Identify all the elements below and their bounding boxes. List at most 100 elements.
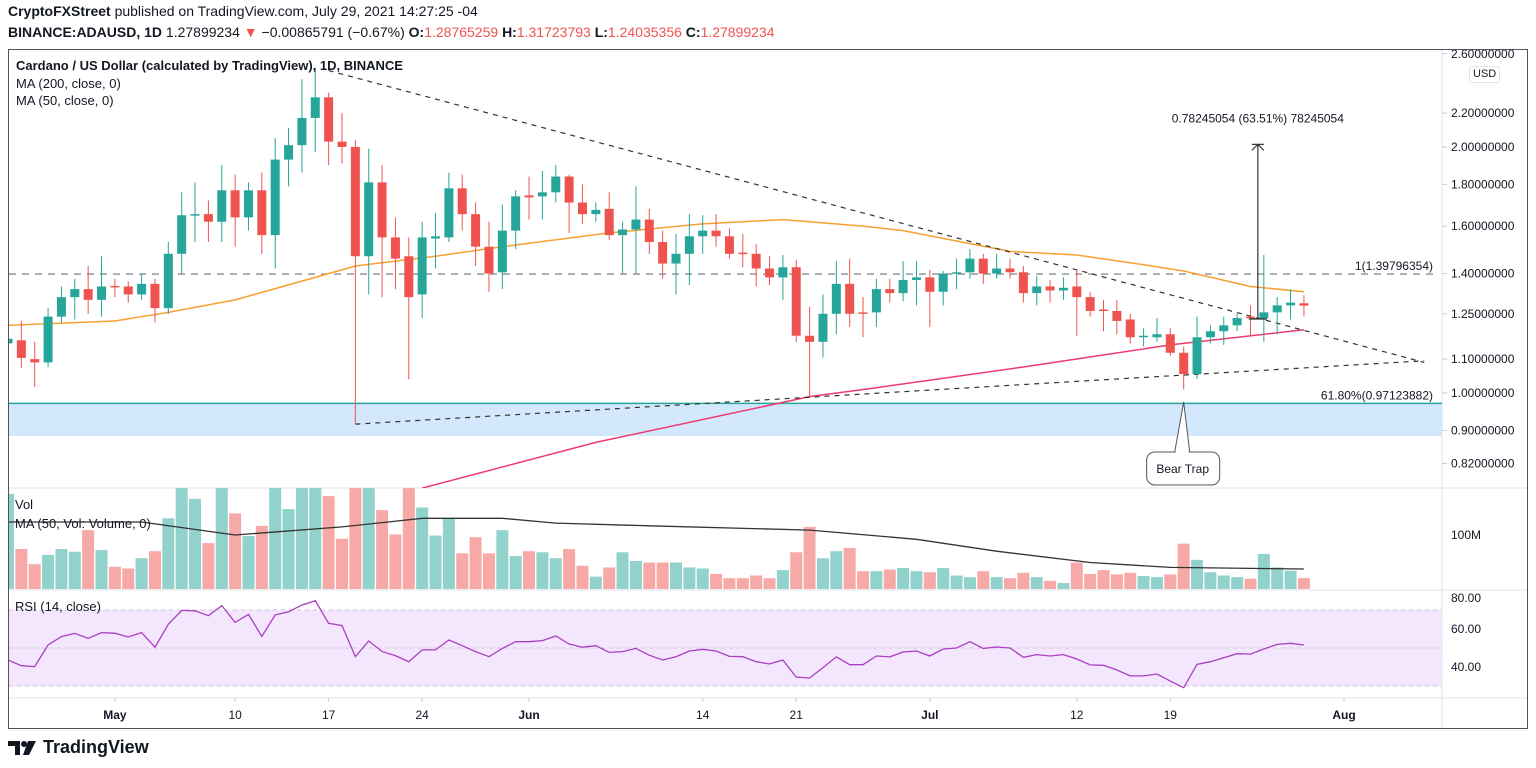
candle[interactable]	[1165, 328, 1175, 356]
candle[interactable]	[83, 266, 93, 314]
candle[interactable]	[511, 190, 521, 250]
candle[interactable]	[965, 249, 975, 279]
candle[interactable]	[1179, 346, 1189, 390]
candle[interactable]	[1085, 291, 1095, 317]
candle[interactable]	[270, 138, 280, 269]
candle[interactable]	[698, 215, 708, 254]
candle[interactable]	[831, 261, 841, 335]
candle[interactable]	[858, 297, 868, 338]
candle[interactable]	[70, 278, 80, 320]
candle[interactable]	[324, 92, 334, 166]
candle[interactable]	[1125, 313, 1135, 344]
candle[interactable]	[284, 127, 294, 187]
bear-trap-callout[interactable]: Bear Trap	[1146, 401, 1221, 486]
volume-pane[interactable]	[2, 470, 1310, 589]
candle[interactable]	[952, 258, 962, 290]
currency-badge[interactable]: USD	[1469, 66, 1501, 83]
candle[interactable]	[618, 221, 628, 274]
candle[interactable]	[671, 234, 681, 295]
volume-ma-line[interactable]	[8, 517, 1304, 570]
candle[interactable]	[417, 221, 427, 319]
candle[interactable]	[911, 261, 921, 306]
candle[interactable]	[738, 234, 748, 268]
candle[interactable]	[938, 271, 948, 306]
candle[interactable]	[217, 165, 227, 243]
candle[interactable]	[885, 278, 895, 303]
candle[interactable]	[791, 259, 801, 342]
candle[interactable]	[978, 253, 988, 284]
axes[interactable]: 2.60000000 2.20000000 2.00000000 1.80000000…	[103, 47, 1515, 722]
candle[interactable]	[137, 273, 147, 300]
candle[interactable]	[1286, 289, 1296, 320]
volume-legend[interactable]: Vol	[15, 497, 34, 512]
candle[interactable]	[778, 255, 788, 300]
candle[interactable]	[577, 184, 587, 224]
candle[interactable]	[243, 182, 253, 231]
candle[interactable]	[631, 186, 641, 274]
candle[interactable]	[871, 278, 881, 327]
candle[interactable]	[30, 341, 40, 388]
candle[interactable]	[4, 337, 13, 346]
candle[interactable]	[150, 278, 160, 323]
candle[interactable]	[1299, 295, 1309, 317]
ma200-legend[interactable]: MA (200, close, 0)	[16, 76, 121, 91]
candle[interactable]	[1072, 269, 1082, 336]
candle[interactable]	[925, 269, 935, 327]
ascending-trendline[interactable]	[355, 360, 1425, 425]
candle[interactable]	[1272, 297, 1282, 335]
ma50-legend[interactable]: MA (50, close, 0)	[16, 93, 114, 108]
candle[interactable]	[310, 67, 320, 153]
candle[interactable]	[1245, 305, 1255, 336]
candle[interactable]	[1139, 328, 1149, 347]
candle[interactable]	[818, 294, 828, 358]
rsi-legend[interactable]: RSI (14, close)	[15, 599, 101, 614]
candle[interactable]	[765, 256, 775, 286]
candle[interactable]	[564, 174, 574, 233]
candle[interactable]	[711, 214, 721, 247]
candle[interactable]	[1192, 316, 1202, 380]
candle[interactable]	[97, 256, 107, 317]
candle[interactable]	[805, 306, 815, 397]
candle[interactable]	[898, 261, 908, 302]
candle[interactable]	[644, 208, 654, 254]
candle[interactable]	[845, 258, 855, 327]
candle[interactable]	[390, 217, 400, 290]
candle[interactable]	[484, 221, 494, 292]
candle[interactable]	[123, 281, 133, 303]
ma50-line[interactable]	[8, 218, 1304, 327]
candle[interactable]	[1005, 258, 1015, 279]
candle[interactable]	[190, 182, 200, 243]
volume-ma-legend[interactable]: MA (50, Vol: Volume, 0)	[15, 516, 151, 531]
descending-trendline[interactable]	[328, 69, 1425, 363]
candle[interactable]	[537, 170, 547, 220]
candle[interactable]	[684, 214, 694, 286]
candle[interactable]	[404, 237, 414, 380]
rsi-pane[interactable]	[8, 599, 1442, 689]
candle[interactable]	[1112, 299, 1122, 335]
candle[interactable]	[110, 278, 120, 298]
candle[interactable]	[1259, 255, 1269, 342]
candle[interactable]	[350, 139, 360, 425]
candle[interactable]	[297, 79, 307, 173]
candle[interactable]	[230, 174, 240, 247]
tradingview-logo[interactable]: TradingView	[8, 737, 149, 758]
candle[interactable]	[1219, 316, 1229, 345]
candle[interactable]	[724, 228, 734, 259]
candle[interactable]	[431, 213, 441, 269]
candle[interactable]	[658, 230, 668, 279]
candle[interactable]	[471, 202, 481, 267]
candle[interactable]	[1032, 276, 1042, 306]
candle[interactable]	[1058, 277, 1068, 300]
candle[interactable]	[1045, 279, 1055, 303]
candle[interactable]	[257, 172, 267, 254]
candle[interactable]	[364, 148, 374, 295]
candle[interactable]	[1232, 313, 1242, 332]
candle[interactable]	[1205, 325, 1215, 344]
candle[interactable]	[203, 200, 213, 243]
candle[interactable]	[43, 308, 53, 368]
candle[interactable]	[377, 165, 387, 298]
candle[interactable]	[1152, 318, 1162, 342]
candle[interactable]	[524, 176, 534, 220]
candle[interactable]	[591, 202, 601, 222]
